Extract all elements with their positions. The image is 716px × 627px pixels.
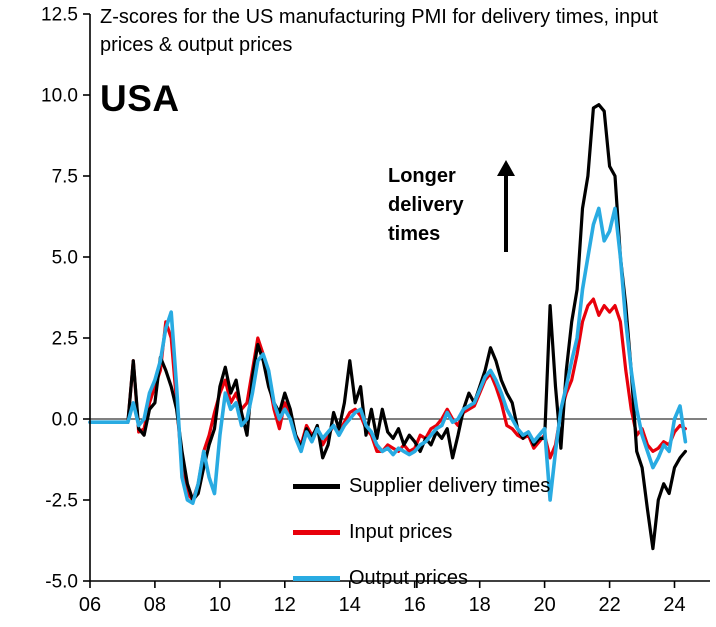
y-tick-label: 5.0	[52, 248, 78, 269]
y-tick-label: -2.5	[45, 491, 78, 512]
x-tick-label: 20	[533, 594, 555, 616]
y-tick-label: 12.5	[41, 5, 78, 26]
x-tick-label: 08	[144, 594, 166, 616]
series-line-0	[88, 103, 688, 551]
up-arrow-icon	[496, 160, 516, 254]
legend: Supplier delivery times Input prices Out…	[293, 474, 550, 612]
legend-label-input-prices: Input prices	[349, 521, 453, 543]
legend-label-output-prices: Output prices	[349, 567, 468, 589]
y-tick-label: 7.5	[52, 167, 78, 188]
x-tick-label: 06	[79, 594, 101, 616]
x-tick-label: 14	[339, 594, 361, 616]
legend-line-supplier-delivery-times	[293, 484, 340, 489]
y-tick-label: 0.0	[52, 410, 78, 431]
up-arrow-stem	[504, 176, 508, 252]
series-line-1	[88, 297, 688, 502]
y-tick-label: 10.0	[41, 86, 78, 107]
legend-line-output-prices	[293, 576, 340, 581]
country-label: USA	[100, 78, 180, 119]
x-tick-label: 16	[404, 594, 426, 616]
y-tick-label: 2.5	[52, 329, 78, 350]
legend-item-input-prices: Input prices	[293, 520, 550, 545]
chart-title: Z-scores for the US manufacturing PMI fo…	[100, 6, 658, 56]
y-tick-label: -5.0	[45, 572, 78, 593]
x-tick-label: 18	[469, 594, 491, 616]
legend-line-input-prices	[293, 530, 340, 535]
legend-item-output-prices: Output prices	[293, 566, 550, 591]
annotation-longer-delivery-times: Longer delivery times	[388, 165, 464, 245]
legend-label-supplier-delivery-times: Supplier delivery times	[349, 475, 551, 497]
x-tick-label: 12	[274, 594, 296, 616]
x-tick-label: 10	[209, 594, 231, 616]
x-tick-label: 22	[598, 594, 620, 616]
series-line-2	[88, 206, 688, 506]
x-tick-label: 24	[663, 594, 685, 616]
up-arrow-head	[497, 160, 515, 176]
legend-item-supplier-delivery-times: Supplier delivery times	[293, 474, 550, 499]
